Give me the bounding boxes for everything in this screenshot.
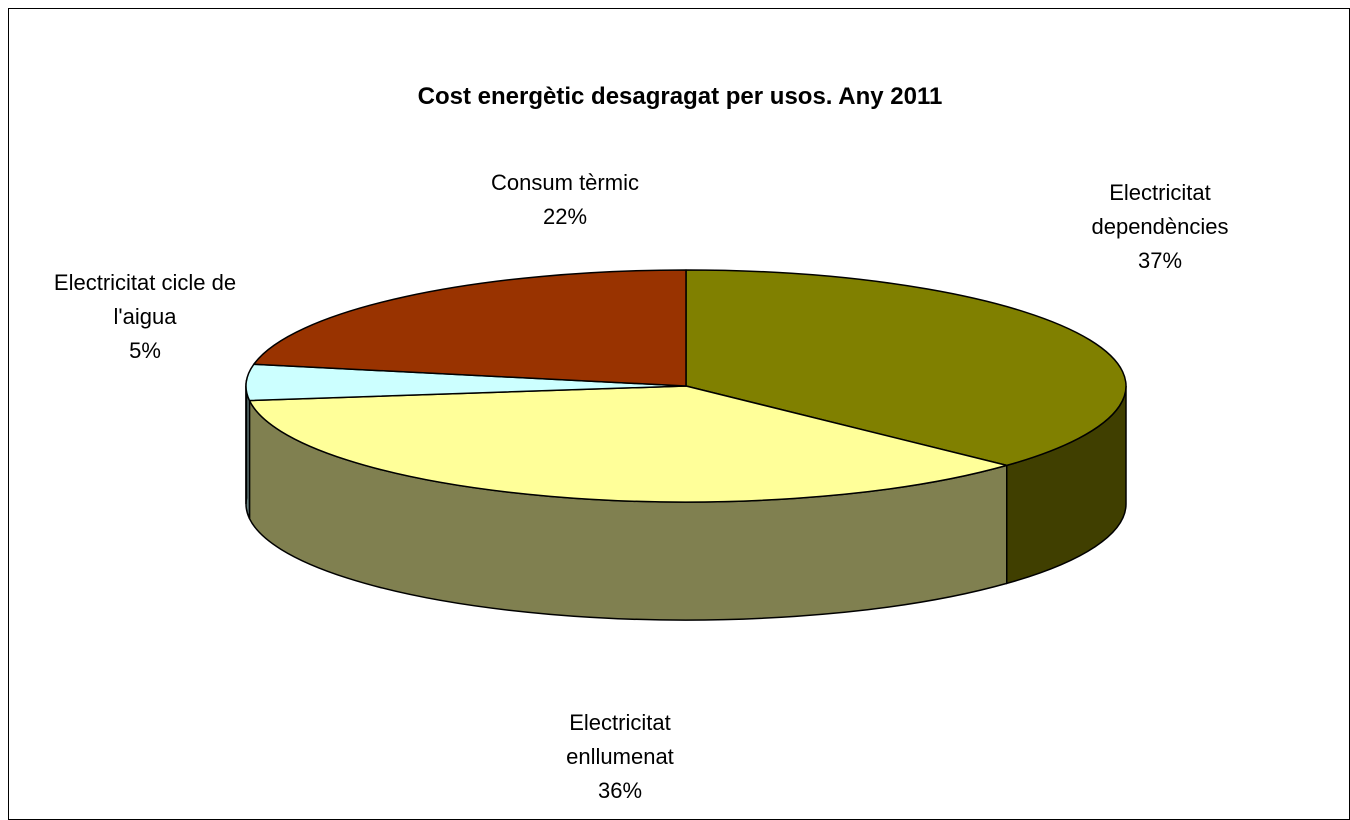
- slice-side-edge-2: [245, 379, 248, 505]
- slice-label-3: Consum tèrmic 22%: [491, 170, 639, 229]
- slice-label-1: Electricitat enllumenat 36%: [566, 710, 674, 803]
- chart-title: Cost energètic desagragat per usos. Any …: [418, 83, 943, 110]
- pie-slices: [245, 269, 1127, 503]
- pie-labels: Electricitat dependències 37% Electricitat e…: [54, 170, 1229, 803]
- pie-slice-0: [685, 269, 1127, 467]
- slice-label-2: Electricitat cicle de l'aigua 5%: [54, 270, 236, 363]
- pie-slice-1: [248, 385, 1008, 503]
- pie-sides: [245, 379, 1127, 621]
- slice-label-0: Electricitat dependències 37%: [1091, 180, 1228, 273]
- pie-slice-3: [253, 269, 687, 387]
